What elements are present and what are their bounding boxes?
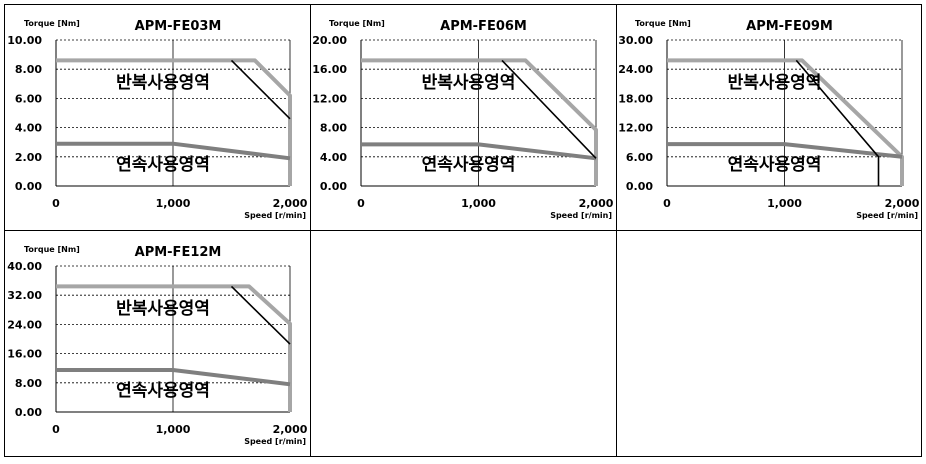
region-label-intermittent: 반복사용영역 bbox=[116, 299, 210, 319]
x-tick-label: 1,000 bbox=[461, 197, 496, 210]
y-tick-label: 12.00 bbox=[618, 122, 653, 135]
series-line-intermittent bbox=[56, 58, 292, 186]
y-tick-label: 18.00 bbox=[618, 92, 653, 105]
torque-chart-2: 0.00 4.00 8.00 12.00 16.00 20.00 0 1,000 2,000 AP… bbox=[312, 19, 614, 220]
y-tick-label: 0.00 bbox=[626, 180, 653, 193]
y-axis-label: Torque [Nm] bbox=[329, 19, 385, 28]
x-axis-label: Speed [r/min] bbox=[244, 437, 306, 446]
series-line-intermittent bbox=[667, 58, 904, 186]
torque-chart-4: 0.00 8.00 16.00 24.00 32.00 40.00 0 1,000 2,000 A… bbox=[7, 245, 308, 446]
region-label-intermittent: 반복사용영역 bbox=[728, 73, 822, 93]
chart-title: APM-FE03M bbox=[135, 19, 222, 34]
y-tick-label: 8.00 bbox=[320, 122, 347, 135]
region-label-continuous: 연속사용영역 bbox=[116, 155, 210, 175]
x-tick-label: 1,000 bbox=[767, 197, 802, 210]
y-tick-label: 0.00 bbox=[320, 180, 347, 193]
series-line-boundary bbox=[230, 59, 291, 120]
series-line-continuous bbox=[361, 142, 597, 161]
chart-title: APM-FE09M bbox=[746, 19, 833, 34]
y-tick-label: 0.00 bbox=[15, 406, 42, 419]
series-line-boundary bbox=[501, 59, 597, 159]
torque-chart-1: 0.00 2.00 4.00 6.00 8.00 10.00 0 1,000 2,000 APM-… bbox=[7, 19, 308, 220]
y-tick-label: 24.00 bbox=[7, 318, 42, 331]
x-tick-label: 0 bbox=[357, 197, 365, 210]
x-tick-label: 1,000 bbox=[156, 197, 191, 210]
y-tick-label: 40.00 bbox=[7, 260, 42, 273]
y-tick-label: 12.00 bbox=[312, 92, 347, 105]
x-tick-label: 2,000 bbox=[885, 197, 920, 210]
series-line-intermittent bbox=[56, 284, 292, 412]
x-tick-label: 2,000 bbox=[579, 197, 614, 210]
y-tick-label: 6.00 bbox=[15, 92, 42, 105]
y-tick-label: 16.00 bbox=[7, 348, 42, 361]
y-tick-label: 8.00 bbox=[15, 63, 42, 76]
region-label-intermittent: 반복사용영역 bbox=[116, 73, 210, 93]
y-tick-label: 24.00 bbox=[618, 63, 653, 76]
series-line-boundary bbox=[230, 285, 291, 345]
x-axis-label: Speed [r/min] bbox=[244, 211, 306, 220]
y-tick-label: 0.00 bbox=[15, 180, 42, 193]
series-line-continuous bbox=[667, 142, 903, 159]
x-tick-label: 0 bbox=[52, 197, 60, 210]
y-tick-label: 30.00 bbox=[618, 34, 653, 47]
y-axis-label: Torque [Nm] bbox=[24, 19, 80, 28]
y-tick-label: 20.00 bbox=[312, 34, 347, 47]
grid-cell-6 bbox=[616, 230, 922, 457]
x-axis-label: Speed [r/min] bbox=[550, 211, 612, 220]
y-tick-label: 8.00 bbox=[15, 377, 42, 390]
y-tick-label: 2.00 bbox=[15, 151, 42, 164]
region-label-continuous: 연속사용영역 bbox=[422, 155, 516, 175]
x-axis-label: Speed [r/min] bbox=[856, 211, 918, 220]
region-label-intermittent: 반복사용영역 bbox=[422, 73, 516, 93]
region-label-continuous: 연속사용영역 bbox=[116, 381, 210, 401]
y-tick-label: 10.00 bbox=[7, 34, 42, 47]
chart-title: APM-FE06M bbox=[440, 19, 527, 34]
y-tick-label: 16.00 bbox=[312, 63, 347, 76]
x-tick-label: 0 bbox=[52, 423, 60, 436]
x-tick-label: 1,000 bbox=[156, 423, 191, 436]
x-tick-label: 2,000 bbox=[273, 423, 308, 436]
x-tick-label: 0 bbox=[663, 197, 671, 210]
series-line-boundary bbox=[795, 59, 880, 186]
y-axis-label: Torque [Nm] bbox=[635, 19, 691, 28]
y-tick-label: 6.00 bbox=[626, 151, 653, 164]
y-tick-label: 4.00 bbox=[320, 151, 347, 164]
y-tick-label: 32.00 bbox=[7, 289, 42, 302]
y-tick-label: 4.00 bbox=[15, 122, 42, 135]
chart-title: APM-FE12M bbox=[135, 245, 222, 260]
series-line-continuous bbox=[56, 368, 291, 387]
y-axis-label: Torque [Nm] bbox=[24, 245, 80, 254]
series-line-continuous bbox=[56, 141, 291, 161]
torque-chart-3: 0.00 6.00 12.00 18.00 24.00 30.00 0 1,000 2,000 A… bbox=[618, 19, 920, 220]
x-tick-label: 2,000 bbox=[273, 197, 308, 210]
region-label-continuous: 연속사용영역 bbox=[728, 155, 822, 175]
